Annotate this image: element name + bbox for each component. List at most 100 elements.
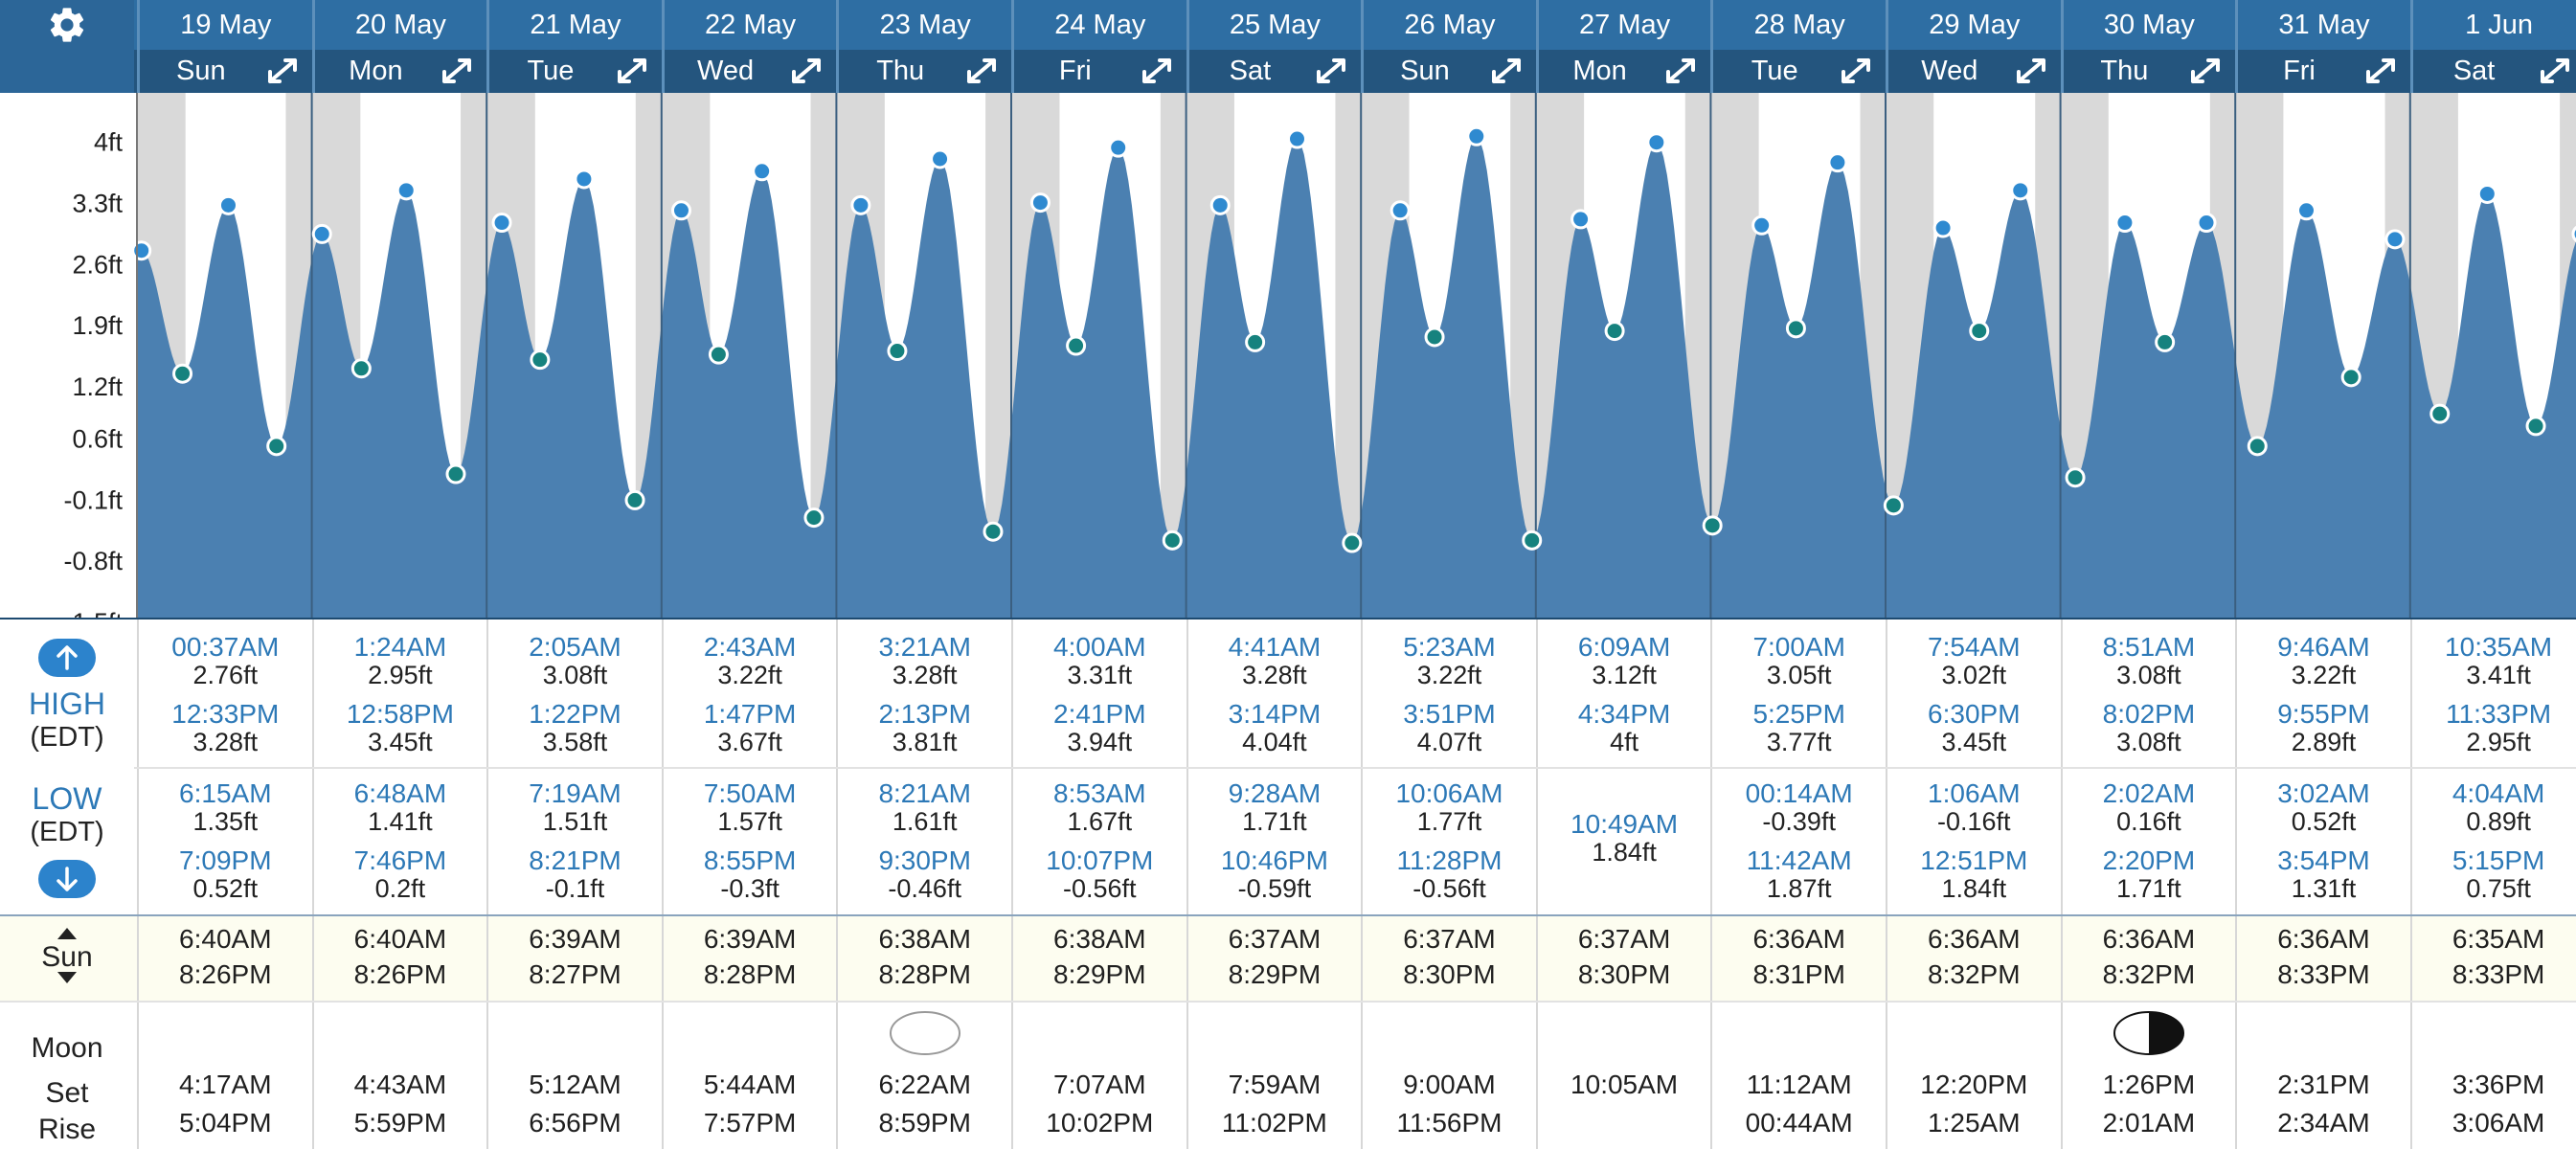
high-tide-height: 3.67ft [717,728,782,756]
high-tide-marker [2010,180,2031,201]
sun-cell: 6:36AM 8:31PM [1710,915,1886,1002]
y-tick-label: 1.9ft [72,311,123,340]
low-tide-entry: 7:46PM 0.2ft [314,846,487,903]
high-tide-time: 2:05AM [529,632,621,662]
high-tide-entry: 9:55PM 2.89ft [2237,700,2410,756]
low-tide-marker [2065,467,2086,488]
sun-cell: 6:38AM 8:28PM [836,915,1011,1002]
day-header[interactable]: Fri [2235,50,2410,93]
low-tide-height: -0.46ft [888,874,961,903]
expand-arrows-icon[interactable] [2539,56,2571,85]
sun-label-block: Sun [0,927,134,988]
tide-chart: 4ft 3.3ft 2.6ft 1.9ft 1.2ft 0.6ft -0.1ft -0.8ft… [0,93,2576,620]
y-tick-label: 4ft [94,128,124,157]
low-tide-height: 0.16ft [2116,807,2181,836]
moon-cell: 2:31PM 2:34AM [2235,1002,2410,1149]
day-header[interactable]: Fri [1011,50,1186,93]
expand-arrows-icon[interactable] [1141,56,1173,85]
low-tide-cell: 8:53AM 1.67ft 10:07PM -0.56ft [1011,768,1186,915]
day-header[interactable]: Wed [661,50,837,93]
high-tide-time: 9:46AM [2277,632,2370,662]
sunrise-time: 6:36AM [1752,924,1845,954]
expand-arrows-icon[interactable] [2015,56,2047,85]
day-header[interactable]: Sat [2409,50,2576,93]
high-tide-time: 8:02PM [2102,699,2196,729]
high-tide-entry: 7:00AM 3.05ft [1712,632,1886,689]
low-tide-entry: 8:21AM 1.61ft [838,779,1011,836]
expand-arrows-icon[interactable] [1490,56,1523,85]
high-tide-time: 12:33PM [171,699,280,729]
high-tide-time: 8:51AM [2102,632,2196,662]
sun-cell: 6:40AM 8:26PM [137,915,312,1002]
low-tide-height: 0.2ft [374,874,426,903]
day-header[interactable]: Thu [2060,50,2236,93]
moon-cell: 1:26PM 2:01AM [2060,1002,2236,1149]
sun-cell: 6:37AM 8:30PM [1361,915,1536,1002]
low-tide-time: 5:15PM [2452,845,2545,875]
low-tide-marker [2340,367,2361,388]
weekday-label: Tue [527,56,575,86]
low-tide-time: 8:21PM [529,845,621,875]
low-tide-height: 0.89ft [2466,807,2531,836]
high-tide-time: 7:54AM [1928,632,2021,662]
y-tick-label: 1.2ft [72,372,123,401]
expand-arrows-icon[interactable] [1315,56,1347,85]
high-tide-marker [1108,137,1129,158]
expand-arrows-icon[interactable] [1840,56,1872,85]
up-arrow-icon [38,639,96,677]
high-tide-height: 3.28ft [892,661,958,689]
sun-cell: 6:36AM 8:32PM [1886,915,2061,1002]
low-tide-time: 10:49AM [1570,809,1679,839]
day-header[interactable]: Mon [311,50,487,93]
low-tide-cell: 10:49AM 1.84ft [1535,768,1711,915]
divider [0,914,2576,916]
expand-arrows-icon[interactable] [616,56,648,85]
low-tide-entry: 10:49AM 1.84ft [1538,809,1711,867]
expand-arrows-icon[interactable] [2189,56,2222,85]
day-header[interactable]: Sat [1186,50,1362,93]
high-tide-time: 5:23AM [1403,632,1496,662]
day-header[interactable]: Thu [836,50,1011,93]
day-header[interactable]: Tue [1710,50,1886,93]
sunrise-time: 6:39AM [529,924,621,954]
low-tide-marker [2155,331,2176,352]
high-tide-entry: 9:46AM 3.22ft [2237,632,2410,689]
low-tide-entry: 9:28AM 1.71ft [1188,779,1362,836]
expand-arrows-icon[interactable] [790,56,823,85]
settings-button[interactable] [0,0,134,93]
sunset-time: 8:31PM [1752,959,1845,989]
low-tide-marker [803,507,825,529]
day-header[interactable]: Tue [486,50,662,93]
low-tide-marker [1702,515,1723,536]
high-label-block: HIGH (EDT) [0,639,134,754]
day-header[interactable]: Sun [1361,50,1536,93]
high-tide-cell: 9:46AM 3.22ft 9:55PM 2.89ft [2235,620,2410,768]
high-tide-entry: 2:13PM 3.81ft [838,700,1011,756]
high-tide-entry: 4:00AM 3.31ft [1013,633,1186,689]
weekday-header-row: Sun Mon Tue Wed Thu Fri Sat Sun Mon Tue Wed Thu Fri S… [0,50,2576,93]
date-label: 27 May [1535,0,1711,50]
low-tide-entry: 7:50AM 1.57ft [664,779,837,836]
high-tide-time: 1:24AM [353,632,447,662]
expand-arrows-icon[interactable] [441,56,473,85]
high-tide-time: 7:00AM [1752,632,1845,662]
day-header[interactable]: Mon [1535,50,1711,93]
moon-cell: 7:59AM 11:02PM [1186,1002,1362,1149]
expand-arrows-icon[interactable] [965,56,998,85]
day-header[interactable]: Sun [137,50,312,93]
expand-arrows-icon[interactable] [266,56,299,85]
moonrise-time: 11:02PM [1221,1108,1327,1138]
low-tide-marker [2429,403,2451,424]
high-tide-height: 3.08ft [2116,728,2181,756]
high-tide-height: 3.31ft [1067,661,1133,689]
expand-arrows-icon[interactable] [2364,56,2397,85]
low-tide-time: 2:20PM [2102,845,2196,875]
high-tide-time: 5:25PM [1752,699,1845,729]
sunrise-time: 6:39AM [703,924,797,954]
day-header[interactable]: Wed [1886,50,2061,93]
expand-arrows-icon[interactable] [1664,56,1697,85]
high-timezone: (EDT) [30,722,104,753]
sun-cell: 6:36AM 8:32PM [2060,915,2236,1002]
date-label: 24 May [1011,0,1186,50]
moonrise-time: 2:01AM [2102,1108,2196,1138]
